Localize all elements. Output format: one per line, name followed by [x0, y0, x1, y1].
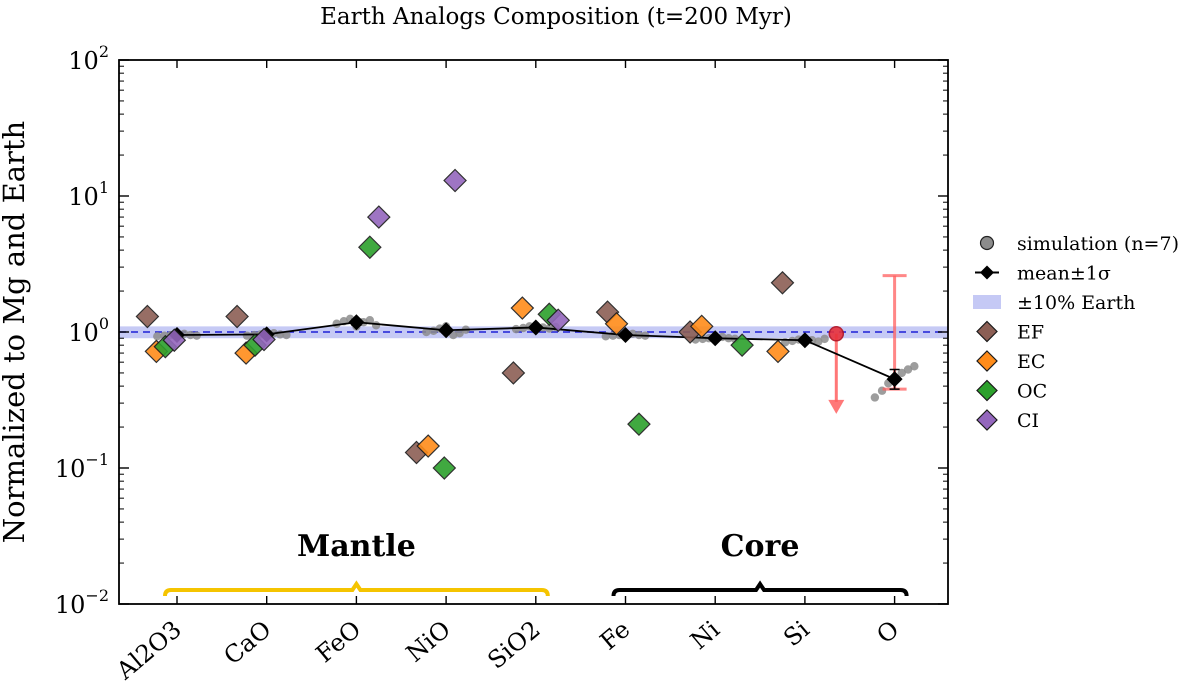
group-bracket-core: [611, 580, 909, 597]
x-tick-label: Fe: [595, 615, 636, 655]
legend: simulation (n=7) mean±1σ ±10% Earth EF EC OC C…: [973, 233, 1179, 432]
mean-point: [796, 332, 813, 349]
mean-point: [348, 314, 365, 331]
simulation-point: [910, 362, 919, 371]
x-tick-label: NiO: [401, 615, 456, 668]
legend-label: ±10% Earth: [1017, 292, 1135, 314]
simulation-point: [897, 368, 906, 378]
legend-label: mean±1σ: [1017, 263, 1111, 285]
meteorite-point-ef: [770, 270, 795, 295]
meteorite-point-ec: [604, 311, 629, 336]
legend-marker-band: [973, 295, 1001, 309]
meteorite-point-ci: [366, 205, 391, 229]
simulation-point: [814, 337, 823, 346]
y-tick-label: 100: [68, 314, 109, 347]
legend-marker-ec: [976, 350, 998, 372]
legend-item: simulation (n=7): [979, 233, 1179, 255]
legend-marker-ef: [976, 320, 998, 343]
simulation-point: [870, 393, 880, 402]
simulation-point: [282, 330, 291, 340]
meteorite-point-ef: [501, 361, 526, 385]
mean-point: [438, 322, 455, 339]
meteorite-point-oc: [627, 412, 651, 437]
upper-limit-marker: [828, 326, 845, 342]
group-label-core: Core: [721, 529, 800, 564]
simulation-point: [422, 327, 431, 337]
legend-item: EF: [976, 320, 1044, 344]
upper-limit-arrow-head: [828, 399, 845, 414]
mean-point: [527, 319, 544, 336]
simulation-point: [242, 331, 252, 340]
y-tick-label: 10−1: [55, 450, 109, 483]
meteorite-point-oc: [432, 456, 457, 480]
mean-point: [707, 330, 724, 347]
legend-label: EC: [1017, 351, 1045, 373]
meteorite-point-ef: [135, 304, 160, 329]
legend-item: OC: [976, 379, 1047, 403]
legend-item: ±10% Earth: [973, 292, 1135, 314]
x-tick-label: FeO: [311, 615, 367, 668]
group-bracket-mantle: [163, 580, 550, 597]
meteorite-point-ec: [766, 339, 790, 364]
legend-marker-simulation: [979, 235, 995, 251]
x-tick-label: O: [871, 615, 904, 649]
x-tick-label: Al2O3: [110, 615, 186, 685]
y-axis-label: Normalized to Mg and Earth: [0, 121, 31, 543]
legend-marker-oc: [976, 379, 998, 402]
meteorite-point-oc: [358, 235, 382, 260]
simulation-point: [788, 336, 797, 346]
simulation-point: [371, 321, 381, 330]
group-label-mantle: Mantle: [297, 529, 416, 564]
legend-label: CI: [1017, 410, 1039, 432]
legend-label: OC: [1017, 381, 1047, 403]
meteorite-point-ec: [510, 296, 535, 320]
meteorite-point-ci: [443, 168, 467, 193]
meteorite-point-ef: [225, 304, 249, 329]
meteorite-point-oc: [730, 333, 754, 358]
legend-item: CI: [976, 409, 1039, 432]
mean-point: [886, 371, 903, 388]
x-tick-label: Si: [778, 615, 815, 652]
meteorite-point-ci: [162, 328, 187, 353]
meteorite-point-ci: [252, 327, 276, 352]
meteorite-point-ec: [689, 314, 714, 339]
y-tick-label: 102: [68, 42, 109, 75]
y-tick-label: 10−2: [55, 586, 109, 619]
meteorite-point-ci: [546, 308, 571, 333]
mean-point: [617, 327, 634, 344]
legend-label: EF: [1017, 322, 1044, 344]
legend-item: EC: [976, 350, 1045, 373]
meteorite-point-ec: [416, 434, 441, 458]
simulation-point: [903, 365, 913, 374]
y-tick-label: 101: [68, 178, 109, 211]
x-tick-label: SiO2: [482, 615, 545, 674]
x-tick-label: CaO: [218, 615, 276, 670]
simulation-point: [153, 332, 162, 341]
legend-item: mean±1σ: [975, 263, 1111, 285]
simulation-point: [455, 328, 464, 338]
legend-marker-ci: [976, 409, 998, 431]
simulation-point: [820, 334, 829, 344]
legend-marker-mean: [980, 265, 994, 280]
legend-label: simulation (n=7): [1017, 233, 1179, 255]
chart-title: Earth Analogs Composition (t=200 Myr): [320, 4, 792, 30]
x-tick-label: Ni: [685, 615, 725, 655]
simulation-point: [511, 324, 521, 334]
